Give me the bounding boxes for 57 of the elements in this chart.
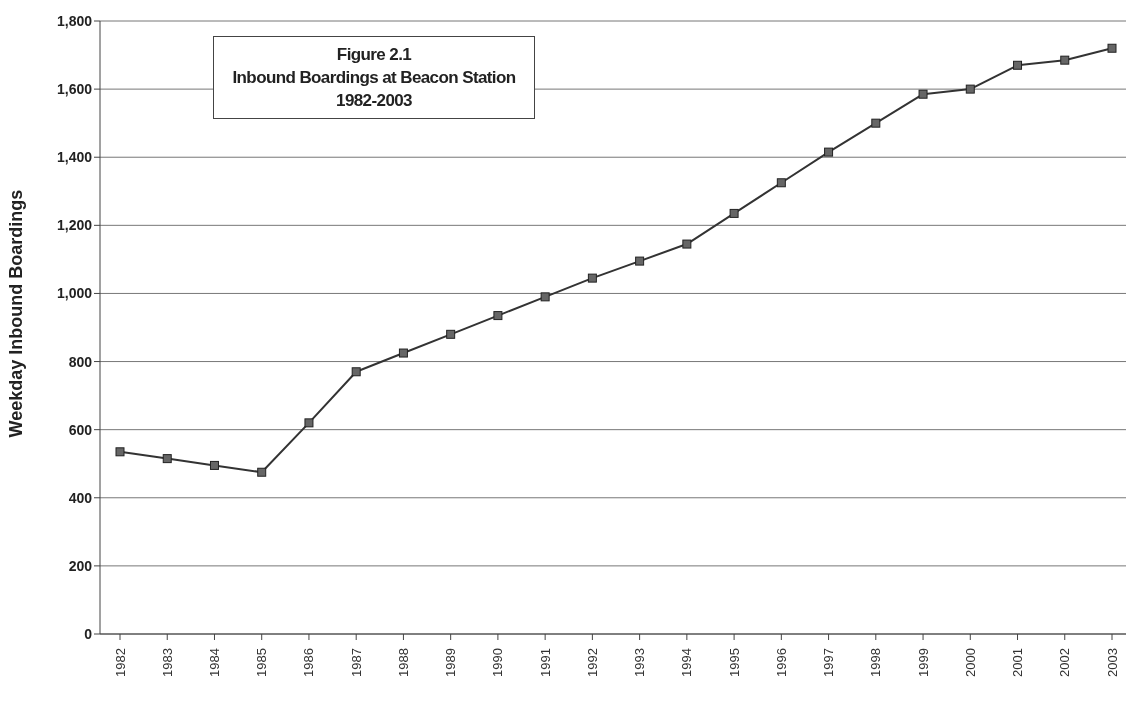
point (446, 329, 456, 339)
y-tick-label: 400 (68, 489, 93, 506)
x-tick-label: 1982 (112, 648, 128, 677)
point (635, 256, 645, 266)
y-tick-label: 1,800 (56, 12, 93, 29)
x-tick-label: 2002 (1057, 648, 1073, 677)
x-tick-label: 1996 (773, 648, 789, 677)
point (587, 273, 597, 283)
point (209, 460, 219, 470)
x-tick-label: 1985 (254, 648, 270, 677)
point (162, 454, 172, 464)
point (257, 467, 267, 477)
point (824, 147, 834, 157)
point (115, 447, 125, 457)
x-tick-label: 2001 (1010, 648, 1026, 677)
point (351, 367, 361, 377)
x-tick-label: 2000 (962, 648, 978, 677)
y-tick-label: 800 (68, 353, 93, 370)
y-tick-label: 600 (68, 421, 93, 438)
x-tick-label: 1988 (395, 648, 411, 677)
x-tick-label: 1999 (915, 648, 931, 677)
x-tick-label: 1986 (301, 648, 317, 677)
point (965, 84, 975, 94)
y-tick-label: 1,000 (56, 285, 93, 302)
point (918, 89, 928, 99)
y-tick-label: 200 (68, 557, 93, 574)
point (493, 311, 503, 321)
x-tick-label: 2003 (1104, 648, 1120, 677)
point (871, 118, 881, 128)
y-tick-label: 1,200 (56, 217, 93, 234)
text: Inbound Boardings at Beacon Station 1982-2003 (231, 67, 517, 112)
text: Figure 2.1 (335, 44, 413, 66)
x-tick-label: 1994 (679, 648, 695, 677)
x-tick-label: 1991 (537, 648, 553, 677)
point (304, 418, 314, 428)
x-tick-label: 1989 (443, 648, 459, 677)
y-tick-label: 1,400 (56, 149, 93, 166)
point (540, 292, 550, 302)
x-tick-label: 1984 (206, 648, 222, 677)
x-tick-label: 1990 (490, 648, 506, 677)
x-tick-label: 1993 (632, 648, 648, 677)
point (776, 178, 786, 188)
y-tick-label: 1,600 (56, 81, 93, 98)
x-tick-label: 1987 (348, 648, 364, 677)
y-axis-title: Weekday Inbound Boardings (6, 189, 27, 438)
point (1107, 43, 1117, 53)
x-tick-label: 1995 (726, 648, 742, 677)
x-tick-label: 1998 (868, 648, 884, 677)
point (1013, 60, 1023, 70)
x-tick-label: 1997 (821, 648, 837, 677)
point (1060, 55, 1070, 65)
y-tick-label: 0 (84, 625, 93, 642)
point (729, 208, 739, 218)
point (398, 348, 408, 358)
x-tick-label: 1992 (584, 648, 600, 677)
x-tick-label: 1983 (159, 648, 175, 677)
point (682, 239, 692, 249)
